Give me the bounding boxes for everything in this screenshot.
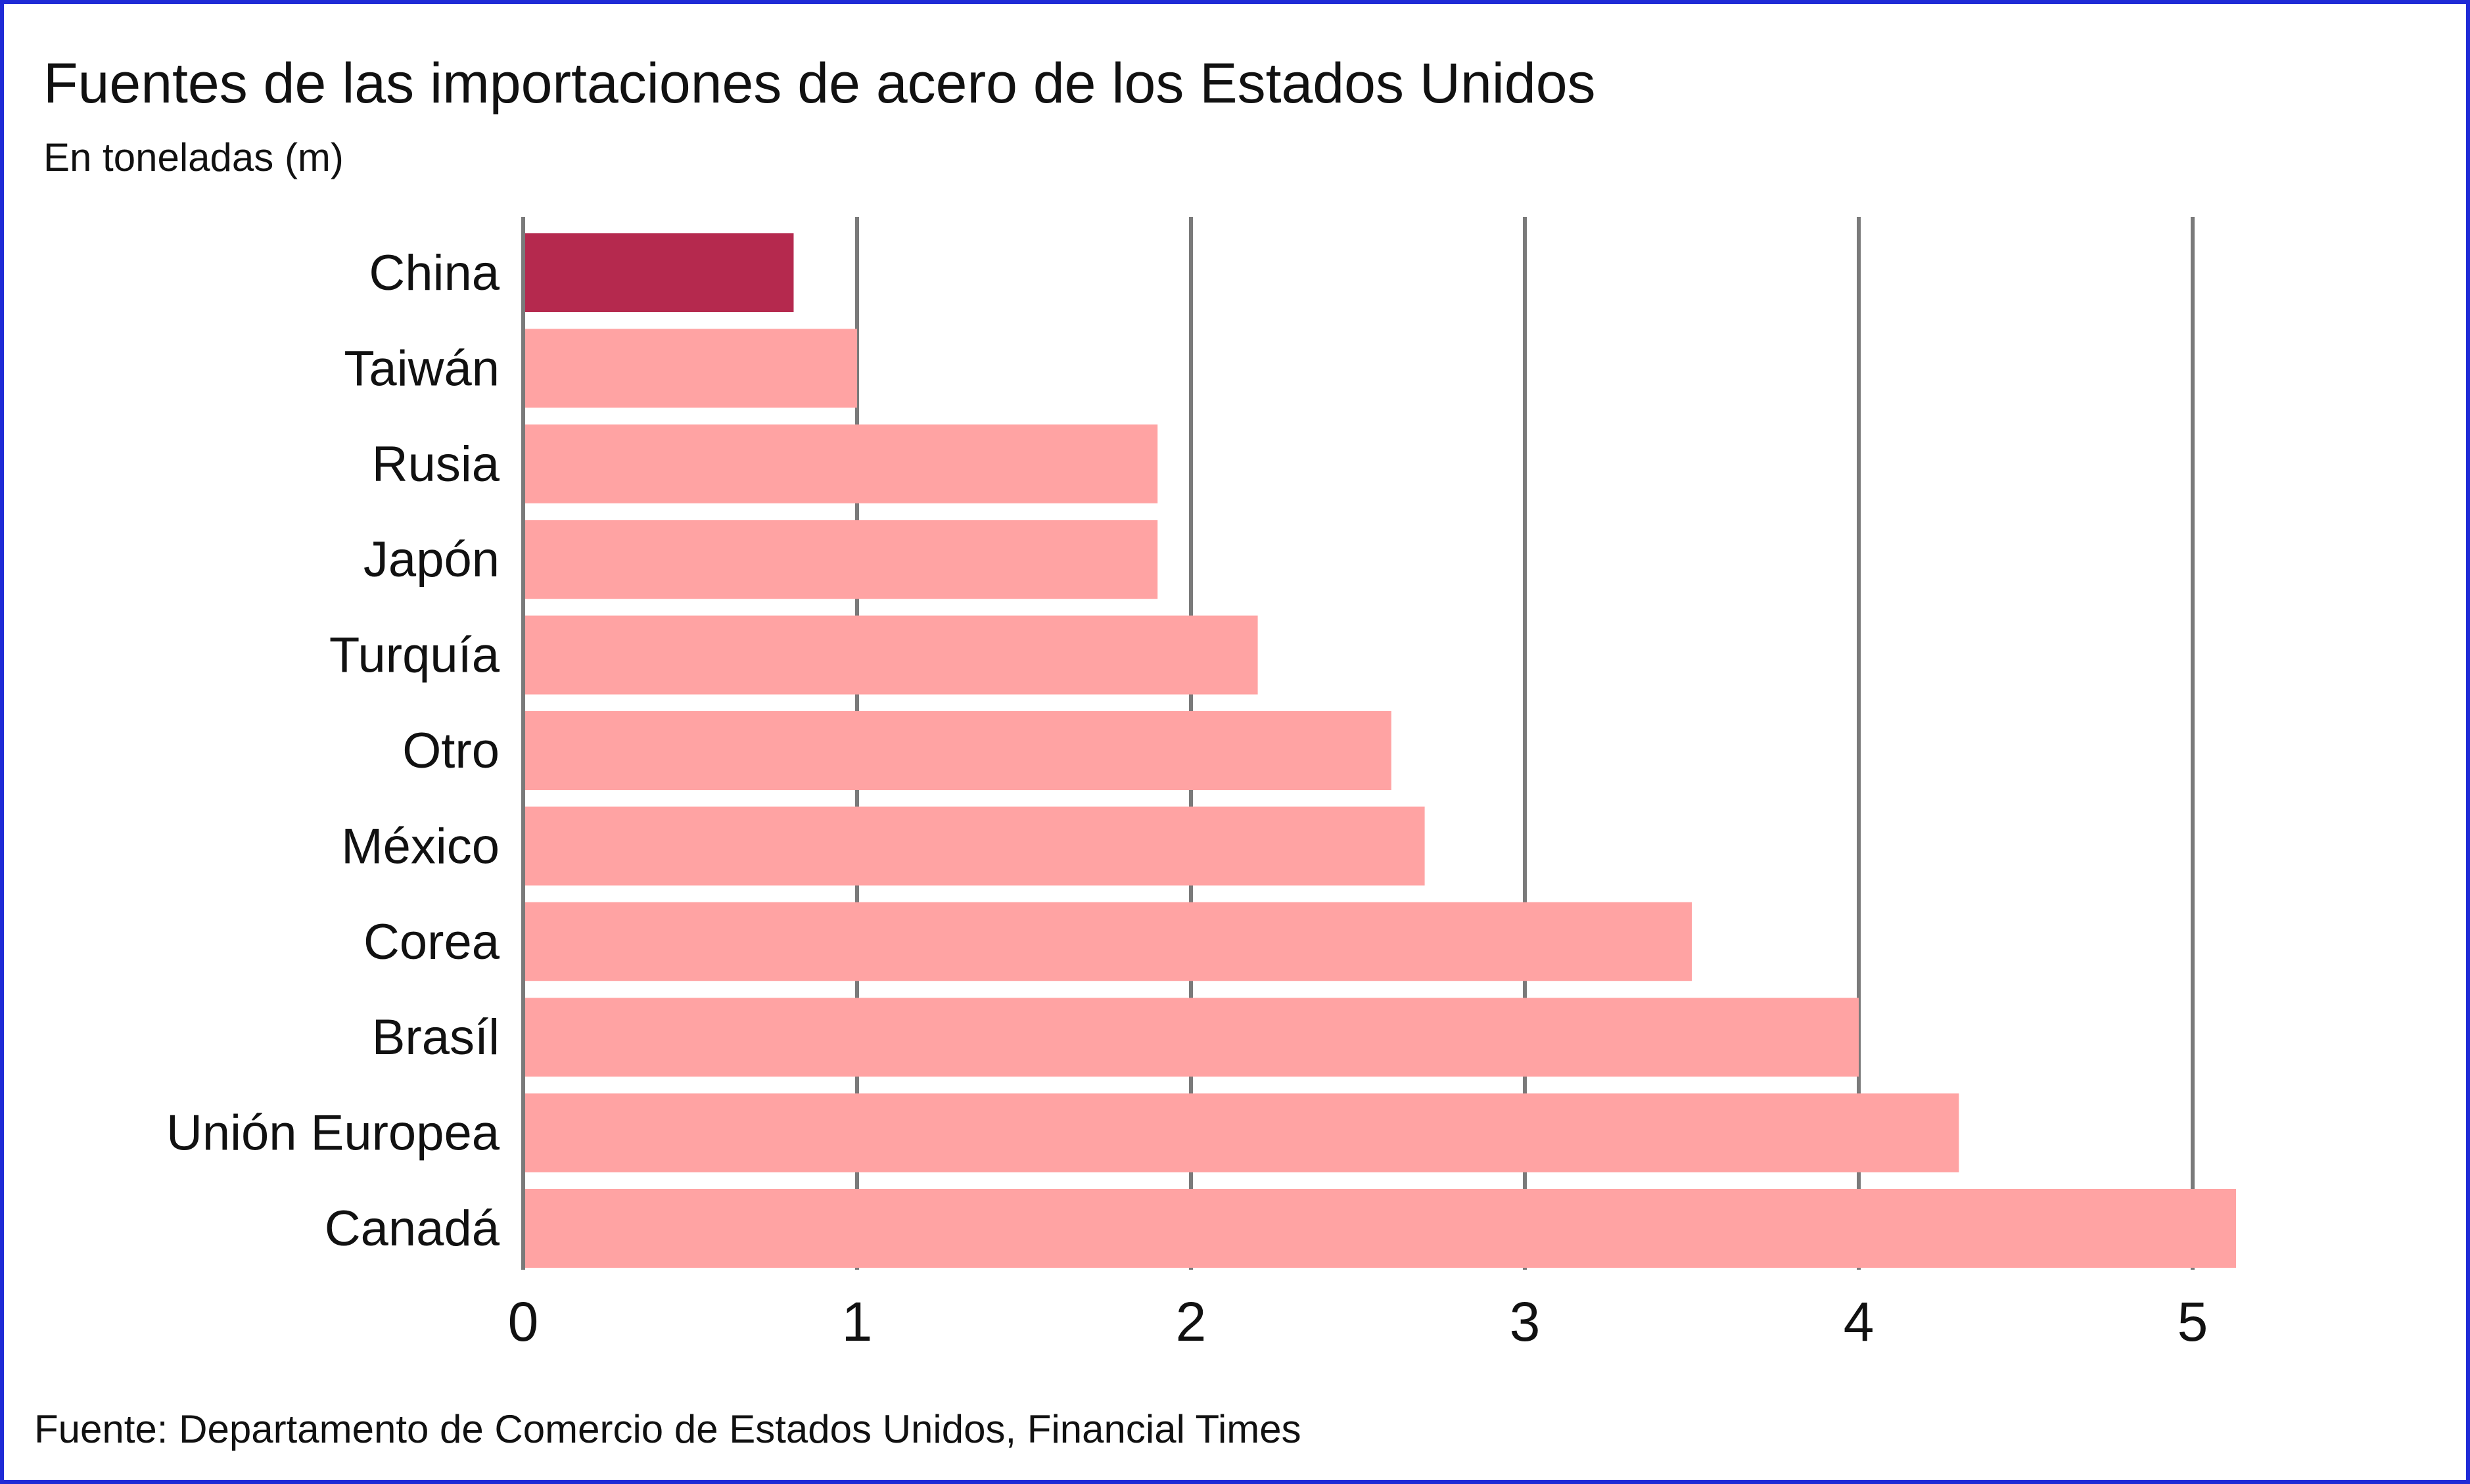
category-label: Unión Europea [166, 1105, 500, 1161]
bar [523, 1189, 2237, 1268]
x-tick-label: 3 [1510, 1291, 1541, 1353]
x-tick-label: 1 [842, 1291, 873, 1353]
category-label: Corea [363, 914, 500, 970]
category-label: Taiwán [344, 340, 500, 396]
bar [523, 1093, 1959, 1172]
bar [523, 520, 1158, 599]
category-label: Otro [402, 723, 500, 779]
category-label: Canadá [325, 1201, 500, 1257]
bar [523, 329, 857, 408]
bar [523, 902, 1692, 981]
bar [523, 806, 1425, 886]
category-label: China [369, 245, 500, 301]
bar [523, 998, 1859, 1077]
chart-subtitle: En toneladas (m) [43, 135, 344, 179]
chart-title: Fuentes de las importaciones de acero de… [43, 52, 1596, 115]
bar [523, 233, 794, 312]
category-label: Brasíl [372, 1009, 500, 1065]
x-tick-labels: 0 1 2 3 4 5 [508, 1291, 2208, 1353]
x-tick-label: 2 [1176, 1291, 1207, 1353]
bar [523, 711, 1391, 790]
bars [523, 233, 2237, 1268]
category-label: México [341, 818, 500, 874]
category-label: Turquía [329, 628, 500, 684]
bar [523, 615, 1258, 695]
source-note: Fuente: Departamento de Comercio de Esta… [34, 1407, 1301, 1451]
category-label: Rusia [372, 436, 500, 492]
x-tick-label: 0 [508, 1291, 539, 1353]
category-label: Japón [363, 532, 500, 588]
bar [523, 424, 1158, 503]
x-tick-label: 4 [1844, 1291, 1875, 1353]
x-tick-label: 5 [2178, 1291, 2208, 1353]
category-labels: China Taiwán Rusia Japón Turquía Otro México Co… [166, 245, 500, 1257]
